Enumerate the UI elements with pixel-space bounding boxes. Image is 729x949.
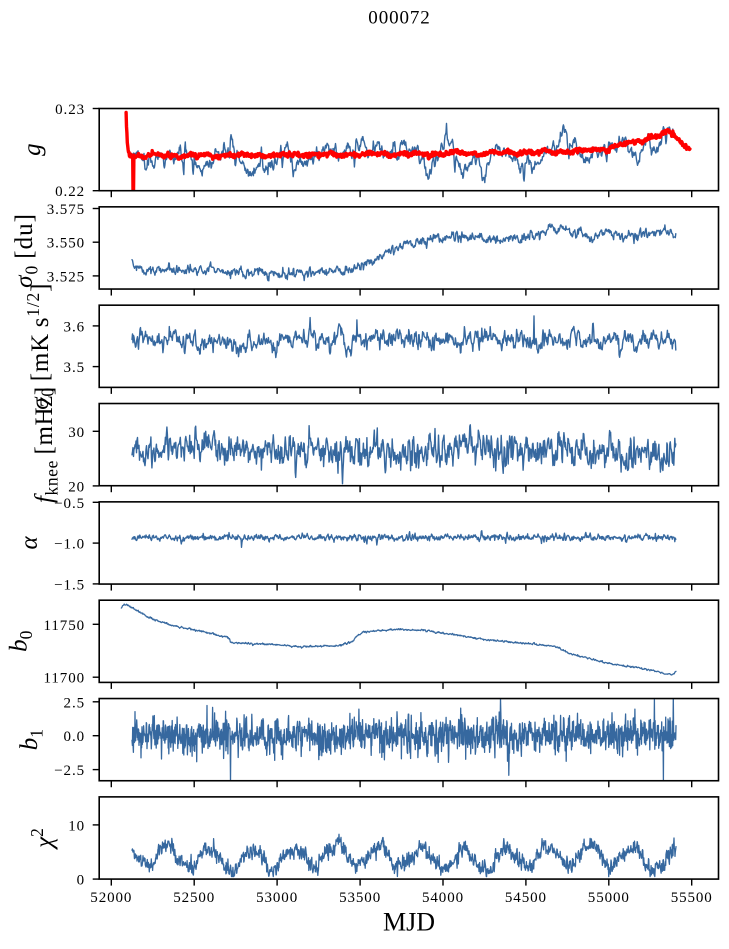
svg-text:10: 10 xyxy=(68,818,85,834)
svg-text:3.5: 3.5 xyxy=(64,360,85,376)
svg-text:20: 20 xyxy=(68,479,85,495)
svg-text:52000: 52000 xyxy=(90,890,132,906)
svg-text:0: 0 xyxy=(77,873,85,889)
svg-text:−1.0: −1.0 xyxy=(54,537,85,553)
svg-text:3.525: 3.525 xyxy=(47,269,85,285)
svg-text:0.0: 0.0 xyxy=(64,729,85,745)
svg-text:χ2: χ2 xyxy=(27,828,58,850)
svg-text:2.5: 2.5 xyxy=(64,695,85,711)
svg-text:54500: 54500 xyxy=(505,890,547,906)
svg-text:−0.5: −0.5 xyxy=(54,496,85,512)
svg-text:0.23: 0.23 xyxy=(55,102,85,118)
svg-text:30: 30 xyxy=(68,425,85,441)
svg-text:−1.5: −1.5 xyxy=(54,577,85,593)
svg-text:0.22: 0.22 xyxy=(55,184,85,200)
svg-text:55500: 55500 xyxy=(671,890,713,906)
svg-text:000072: 000072 xyxy=(368,8,430,29)
svg-text:11750: 11750 xyxy=(44,618,85,634)
svg-text:53000: 53000 xyxy=(256,890,298,906)
svg-text:b1: b1 xyxy=(16,729,47,750)
svg-text:fknee [mHz]: fknee [mHz] xyxy=(31,386,62,503)
svg-text:54000: 54000 xyxy=(422,890,464,906)
svg-text:52500: 52500 xyxy=(173,890,215,906)
svg-text:g: g xyxy=(19,143,46,156)
svg-text:3.575: 3.575 xyxy=(47,202,85,218)
svg-text:σ0 [mK s1/2]: σ0 [mK s1/2] xyxy=(23,283,58,410)
svg-text:55000: 55000 xyxy=(588,890,630,906)
svg-text:σ0 [du]: σ0 [du] xyxy=(11,213,42,288)
svg-text:11700: 11700 xyxy=(44,671,85,687)
svg-text:53500: 53500 xyxy=(339,890,381,906)
svg-text:3.550: 3.550 xyxy=(47,236,85,252)
svg-text:α: α xyxy=(16,536,43,550)
svg-text:3.6: 3.6 xyxy=(64,319,85,335)
svg-text:−2.5: −2.5 xyxy=(54,763,85,779)
svg-text:MJD: MJD xyxy=(383,907,435,936)
svg-text:b0: b0 xyxy=(6,630,37,652)
